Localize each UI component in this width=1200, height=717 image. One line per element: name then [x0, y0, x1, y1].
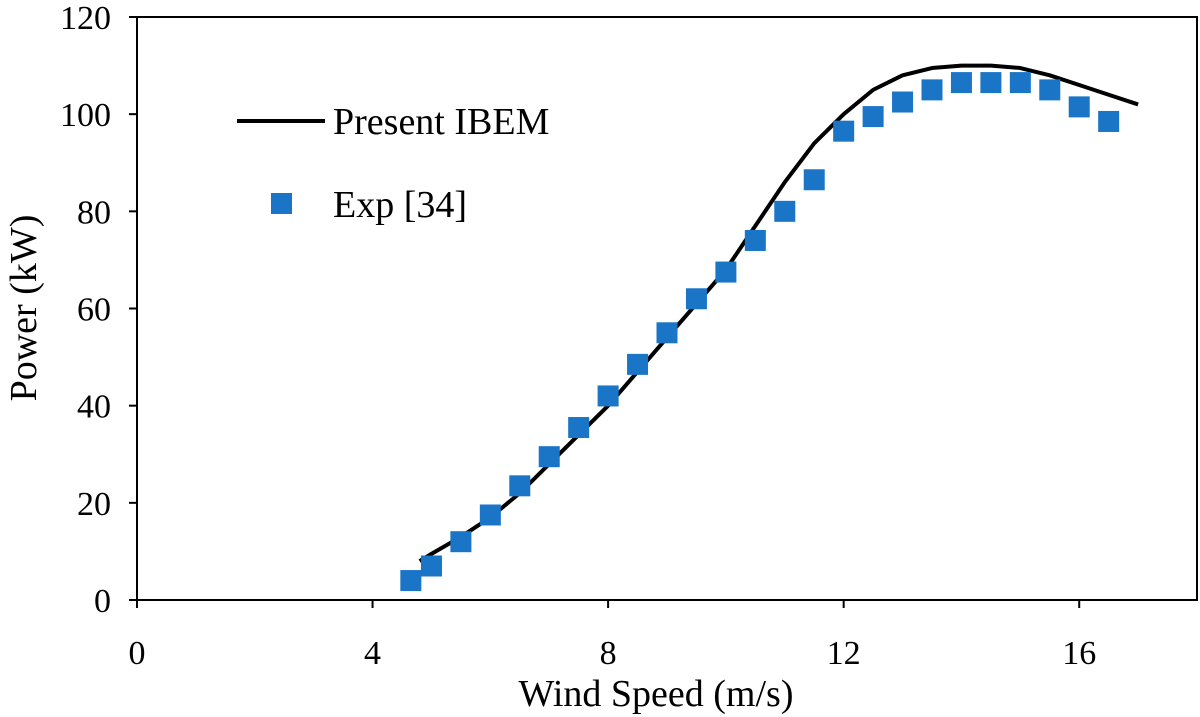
exp-data-point: [656, 322, 678, 344]
exp-data-point: [744, 229, 766, 251]
y-tick-label: 20: [77, 486, 111, 523]
exp-data-point: [568, 417, 590, 439]
y-axis-ticks: 0 20 40 60 80 100 120: [60, 0, 137, 620]
x-tick-label: 12: [827, 635, 861, 672]
exp-data-point: [1039, 79, 1061, 101]
y-tick-label: 120: [60, 0, 111, 37]
exp-data-point: [685, 288, 707, 310]
legend-label-exp: Exp [34]: [333, 184, 467, 226]
exp-data-point: [450, 531, 472, 553]
exp-data-point: [1098, 110, 1120, 132]
x-tick-label: 0: [129, 635, 146, 672]
exp-data-point: [597, 385, 619, 407]
exp-data-point: [1068, 96, 1090, 118]
y-tick-label: 0: [94, 583, 111, 620]
exp-data-point: [479, 504, 501, 526]
exp-data-point: [950, 72, 972, 94]
exp-data-point: [1009, 72, 1031, 94]
legend-square-swatch: [271, 193, 292, 214]
exp-data-point: [862, 106, 884, 128]
x-axis-ticks: 0 4 8 12 16: [129, 600, 1096, 672]
legend: Present IBEM Exp [34]: [237, 101, 549, 226]
y-axis-title: Power (kW): [3, 215, 45, 402]
x-tick-label: 8: [600, 635, 617, 672]
y-tick-label: 100: [60, 97, 111, 134]
exp-data-point: [509, 475, 531, 497]
exp-data-point: [921, 79, 943, 101]
exp-data-point: [538, 446, 560, 468]
exp-data-point: [833, 120, 855, 142]
exp-data-point: [803, 169, 825, 191]
legend-label-present-ibem: Present IBEM: [333, 101, 549, 143]
x-axis-title: Wind Speed (m/s): [519, 673, 794, 715]
exp-data-point: [627, 353, 649, 375]
x-tick-label: 16: [1062, 635, 1096, 672]
exp-data-point: [715, 261, 737, 283]
exp-data-point: [980, 72, 1002, 94]
x-tick-label: 4: [364, 635, 381, 672]
series-layer: [400, 63, 1139, 592]
y-tick-label: 40: [77, 389, 111, 426]
exp-data-point: [400, 570, 422, 592]
y-tick-label: 80: [77, 194, 111, 231]
exp-data-point: [774, 200, 796, 222]
exp-data-point: [420, 555, 442, 577]
exp-data-point: [892, 91, 914, 113]
y-tick-label: 60: [77, 292, 111, 329]
plot-frame: [136, 16, 1198, 601]
